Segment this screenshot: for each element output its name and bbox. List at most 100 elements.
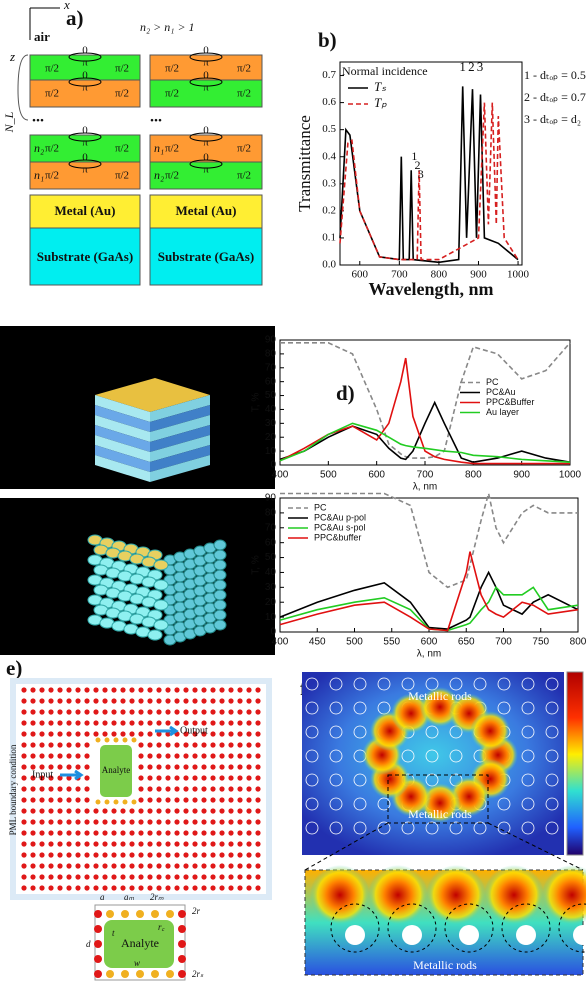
- rod: [237, 819, 243, 825]
- rod: [21, 874, 27, 880]
- rod: [138, 885, 144, 891]
- index-label: n₂: [34, 141, 44, 155]
- rod: [147, 819, 153, 825]
- rod: [147, 731, 153, 737]
- rod: [75, 863, 81, 869]
- rod: [174, 819, 180, 825]
- rod: [156, 764, 162, 770]
- rod: [183, 830, 189, 836]
- rod: [246, 775, 252, 781]
- rod: [174, 874, 180, 880]
- rod: [201, 819, 207, 825]
- rod: [30, 830, 36, 836]
- series-line: [279, 551, 579, 632]
- phase-loop: [189, 52, 223, 62]
- rod: [21, 709, 27, 715]
- rod: [237, 874, 243, 880]
- rod: [201, 841, 207, 847]
- rod: [138, 709, 144, 715]
- y-tick-label: 70: [265, 362, 277, 373]
- rod: [138, 874, 144, 880]
- phase-label: π: [82, 137, 88, 149]
- rod: [201, 885, 207, 891]
- rod: [93, 709, 99, 715]
- rod: [129, 720, 135, 726]
- rod: [111, 698, 117, 704]
- y-tick-label: 10: [265, 446, 277, 457]
- y-axis-label: Transmittance: [295, 115, 314, 212]
- rod: [57, 797, 63, 803]
- y-tick-label: 0.4: [322, 150, 336, 162]
- phase-loop: [68, 77, 102, 87]
- phase-label: π/2: [115, 88, 129, 100]
- rod-outline: [329, 701, 343, 715]
- y-tick-label: 0.0: [322, 259, 336, 271]
- rod: [102, 808, 108, 814]
- index-label: n₁: [34, 168, 44, 182]
- rod: [228, 841, 234, 847]
- rod: [219, 775, 225, 781]
- rod: [57, 775, 63, 781]
- phase-label: 0: [203, 45, 209, 57]
- rod-section: [459, 925, 479, 945]
- rod: [21, 731, 27, 737]
- rod: [147, 797, 153, 803]
- rod: [174, 687, 180, 693]
- rod: [192, 775, 198, 781]
- ellipsis: ...: [32, 109, 44, 126]
- rod: [192, 698, 198, 704]
- rod: [120, 874, 126, 880]
- phase-label: π: [203, 57, 209, 69]
- rod: [21, 863, 27, 869]
- dimension-label: d: [86, 939, 91, 949]
- rod: [30, 786, 36, 792]
- rod: [201, 742, 207, 748]
- rod-outline: [521, 725, 535, 739]
- phase-label: π/2: [115, 170, 129, 182]
- x-tick-label: 800: [570, 637, 586, 648]
- rod: [66, 863, 72, 869]
- rod: [219, 731, 225, 737]
- rod: [165, 709, 171, 715]
- rod: [246, 874, 252, 880]
- rod: [147, 830, 153, 836]
- rod: [210, 687, 216, 693]
- rod: [246, 687, 252, 693]
- rod: [192, 808, 198, 814]
- rod: [165, 874, 171, 880]
- substrate-layer: [29, 227, 141, 286]
- rod-ring: [330, 903, 380, 953]
- note: 3 - dₜₒₚ = d₂: [524, 112, 581, 126]
- rod: [165, 863, 171, 869]
- rod: [30, 863, 36, 869]
- rod: [210, 742, 216, 748]
- rod: [219, 808, 225, 814]
- cube-layer: [95, 415, 150, 442]
- rod-outline: [473, 821, 487, 835]
- rod: [147, 742, 153, 748]
- x-tick-label: 600: [421, 637, 438, 648]
- rod-outline: [545, 749, 559, 763]
- field-hotspot: [470, 711, 511, 751]
- rod: [165, 841, 171, 847]
- rod: [237, 687, 243, 693]
- rod: [165, 797, 171, 803]
- rod-outline: [329, 677, 343, 691]
- panel-label: e): [6, 656, 22, 680]
- rod: [192, 874, 198, 880]
- rod: [246, 731, 252, 737]
- rod: [84, 709, 90, 715]
- phase-loop: [68, 52, 102, 62]
- rod: [66, 742, 72, 748]
- rod: [129, 808, 135, 814]
- rod: [147, 753, 153, 759]
- rod: [39, 797, 45, 803]
- rod: [156, 841, 162, 847]
- y-tick-label: 80: [265, 349, 277, 360]
- rod: [48, 764, 54, 770]
- rod: [129, 819, 135, 825]
- index-label: n₁: [154, 141, 164, 155]
- rod: [93, 874, 99, 880]
- rod: [57, 720, 63, 726]
- rod-outline: [545, 773, 559, 787]
